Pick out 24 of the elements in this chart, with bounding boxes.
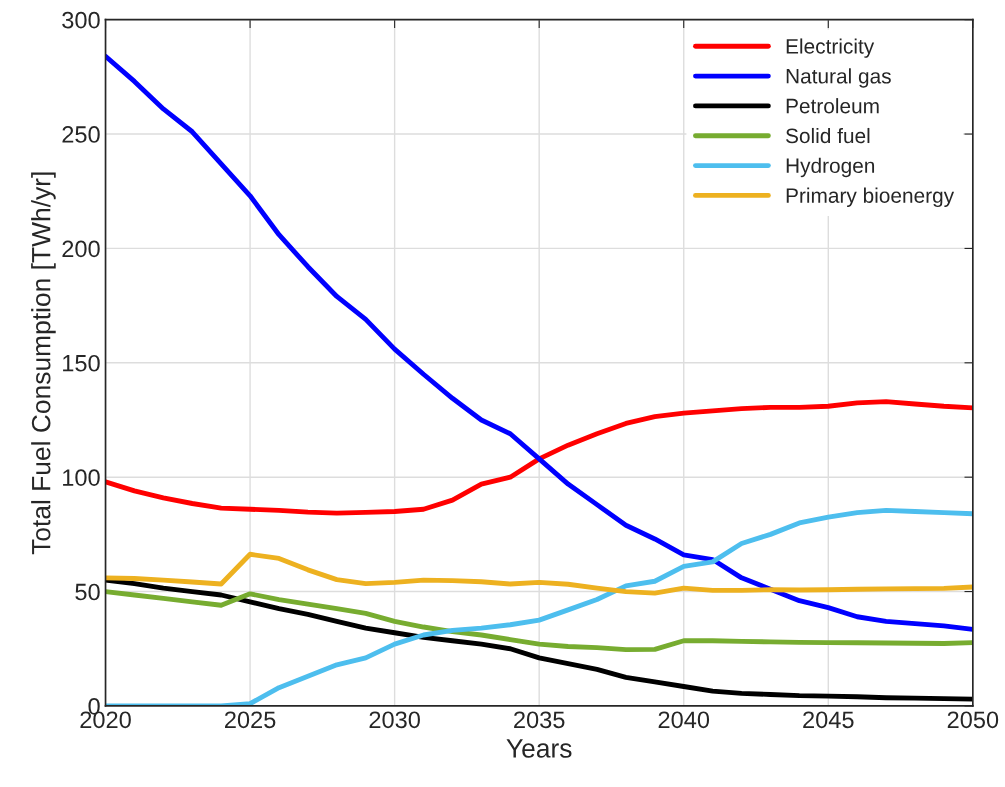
line-series — [105, 399, 973, 516]
y-axis-title: Total Fuel Consumption [TWh/yr] — [31, 172, 56, 555]
y-tick-label: 200 — [62, 240, 100, 258]
y-tick-label: 250 — [62, 126, 100, 143]
y-tick-label: 50 — [75, 583, 100, 601]
legend-label: Hydrogen — [786, 157, 875, 178]
legend-label: Natural gas — [786, 68, 891, 88]
legend-label: Solid fuel — [786, 127, 870, 144]
line-series — [105, 551, 973, 596]
x-axis-title: Years — [506, 739, 572, 758]
y-tick-label: 150 — [63, 354, 100, 372]
line-series — [105, 589, 973, 653]
x-tick-label: 2030 — [369, 711, 420, 729]
legend-label: Electricity — [786, 38, 875, 58]
x-tick-label: 2035 — [514, 711, 565, 729]
line-series — [105, 577, 973, 702]
legend-label: Primary bioenergy — [786, 187, 955, 208]
x-tick-label: 2050 — [947, 711, 999, 729]
x-tick-label: 2045 — [803, 711, 854, 729]
y-tick-label: 300 — [62, 11, 100, 29]
x-tick-label: 2040 — [658, 711, 710, 729]
legend-label: Petroleum — [786, 98, 879, 114]
y-tick-label: 100 — [63, 469, 100, 486]
x-tick-label: 2025 — [225, 711, 276, 729]
